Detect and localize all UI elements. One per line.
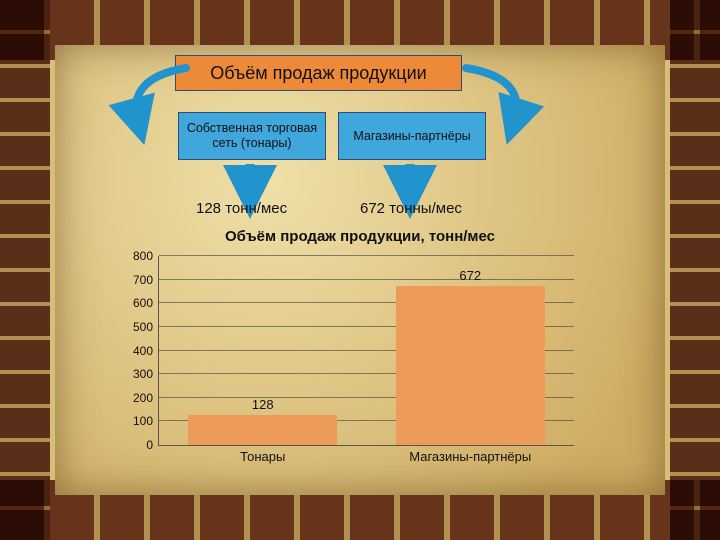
chart-title: Объём продаж продукции, тонн/мес xyxy=(0,228,720,245)
branch-label-right: Магазины-партнёры xyxy=(353,129,470,144)
slide: Объём продаж продукции Собственная торго… xyxy=(0,0,720,540)
bar: 128 xyxy=(188,415,337,445)
brick-border-left xyxy=(0,0,50,540)
y-tick: 600 xyxy=(133,296,159,310)
y-tick: 0 xyxy=(146,438,159,452)
bar: 672 xyxy=(396,286,545,445)
x-label: Тонары xyxy=(159,449,367,464)
x-label: Магазины-партнёры xyxy=(367,449,575,464)
y-tick: 100 xyxy=(133,414,159,428)
y-tick: 400 xyxy=(133,344,159,358)
y-tick: 700 xyxy=(133,273,159,287)
y-tick: 300 xyxy=(133,367,159,381)
down-arrow-right xyxy=(400,162,420,200)
y-tick: 200 xyxy=(133,391,159,405)
branch-label-left: Собственная торговая сеть (тонары) xyxy=(183,121,321,151)
brick-border-right xyxy=(670,0,720,540)
branch-box-left: Собственная торговая сеть (тонары) xyxy=(178,112,326,160)
title-text: Объём продаж продукции xyxy=(210,63,426,84)
branch-value-left: 128 тонн/мес xyxy=(196,200,287,217)
gridline xyxy=(159,255,574,256)
y-tick: 800 xyxy=(133,249,159,263)
bar-value-label: 128 xyxy=(188,397,337,412)
y-tick: 500 xyxy=(133,320,159,334)
branch-box-right: Магазины-партнёры xyxy=(338,112,486,160)
branch-value-right: 672 тонны/мес xyxy=(360,200,462,217)
sales-chart: 0 100 200 300 400 500 600 700 800 128 Тонары 672 Маг… xyxy=(118,252,578,472)
title-box: Объём продаж продукции xyxy=(175,55,462,91)
bar-value-label: 672 xyxy=(396,268,545,283)
plot-area: 0100200300400500600700800128Тонары672Маг… xyxy=(158,256,574,446)
down-arrow-left xyxy=(240,162,260,200)
